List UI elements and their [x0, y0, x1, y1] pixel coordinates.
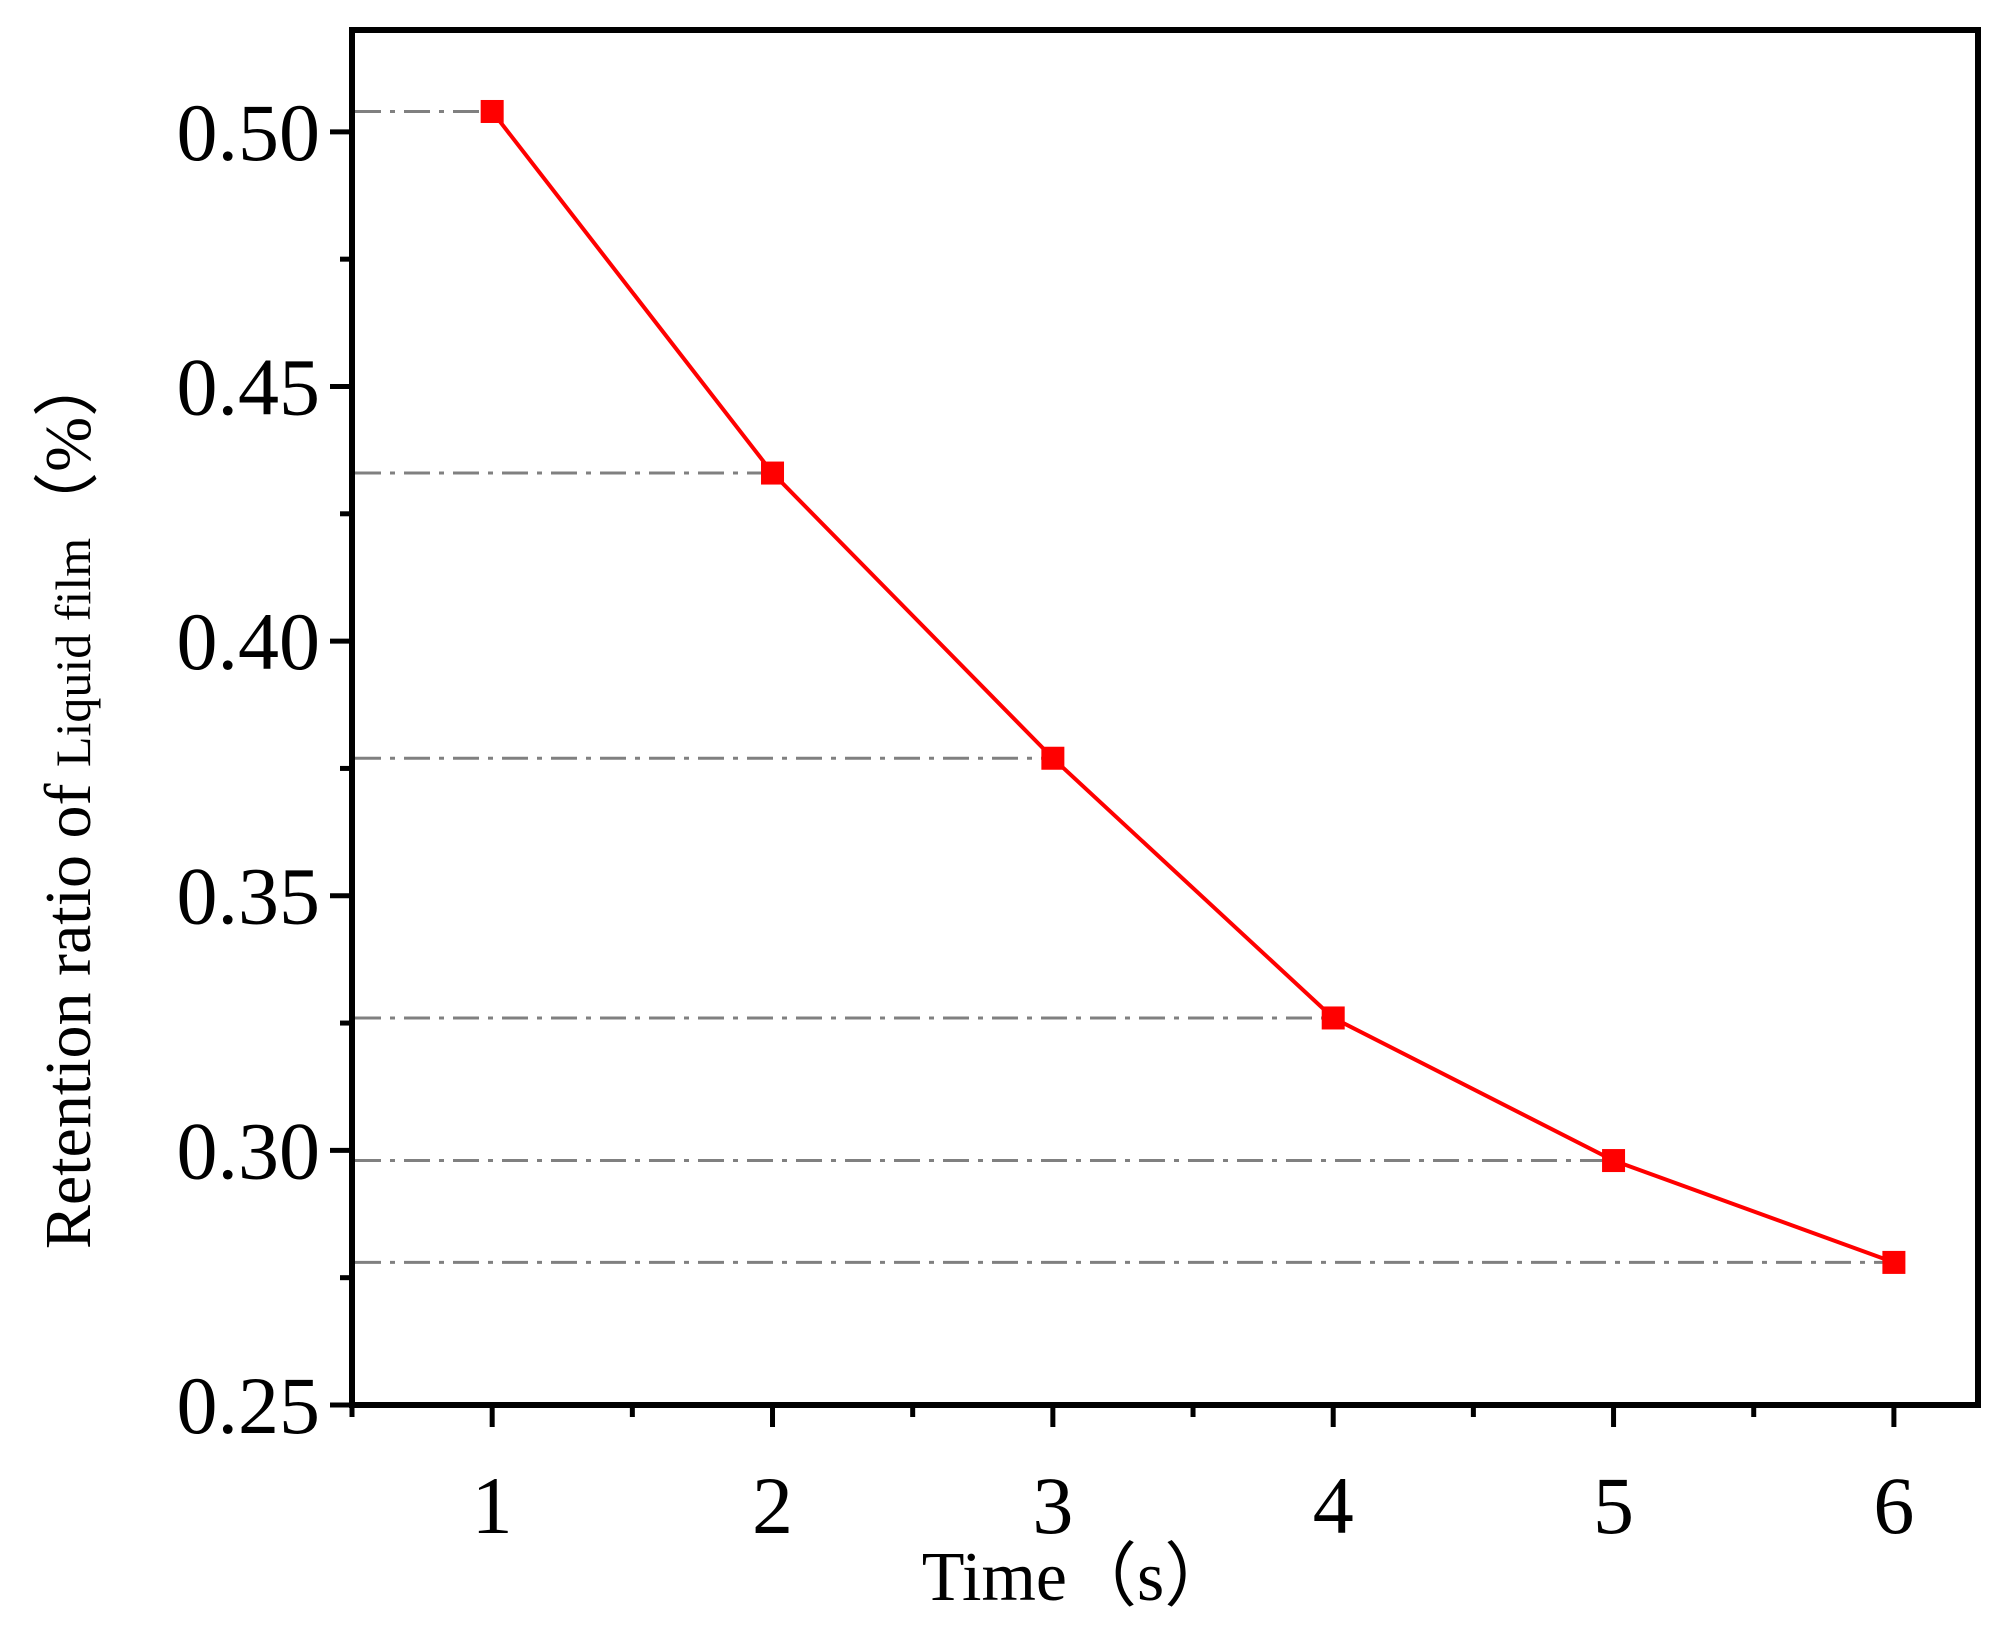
- x-tick-label: 4: [1313, 1460, 1354, 1551]
- data-point-marker: [1321, 1006, 1345, 1030]
- y-axis: 0.25 0.30 0.35 0.40 0.45 0.50: [177, 87, 352, 1451]
- y-tick-label: 0.35: [177, 851, 321, 942]
- y-axis-title: Retention ratio of Liquid film（%）: [32, 351, 105, 1249]
- y-tick-label: 0.30: [177, 1105, 321, 1196]
- x-axis: 1 2 3 4 5 6: [349, 1405, 1914, 1551]
- reference-lines: [355, 109, 1894, 1264]
- x-tick-label: 1: [472, 1460, 513, 1551]
- data-point-marker: [480, 99, 504, 123]
- y-axis-title-emphasis: Liquid film: [45, 538, 101, 767]
- y-axis-title-suffix: （%）: [32, 351, 105, 538]
- x-tick-label: 6: [1873, 1460, 1914, 1551]
- y-tick-label: 0.50: [177, 87, 321, 178]
- plot-frame: [349, 27, 1981, 1408]
- y-tick-label: 0.45: [177, 341, 321, 432]
- x-tick-label: 3: [1032, 1460, 1073, 1551]
- data-point-marker: [1041, 746, 1065, 770]
- x-tick-label: 2: [752, 1460, 793, 1551]
- x-axis-title: Time（s）: [922, 1539, 1235, 1616]
- data-point-marker: [761, 461, 785, 485]
- y-tick-label: 0.40: [177, 596, 321, 687]
- data-point-marker: [1602, 1149, 1626, 1173]
- x-tick-label: 5: [1593, 1460, 1634, 1551]
- series-line: [490, 110, 1895, 1265]
- data-point-marker: [1882, 1250, 1906, 1274]
- y-tick-label: 0.25: [177, 1360, 321, 1451]
- series-layer: [480, 99, 1906, 1274]
- y-axis-title-prefix: Retention ratio of: [32, 767, 105, 1249]
